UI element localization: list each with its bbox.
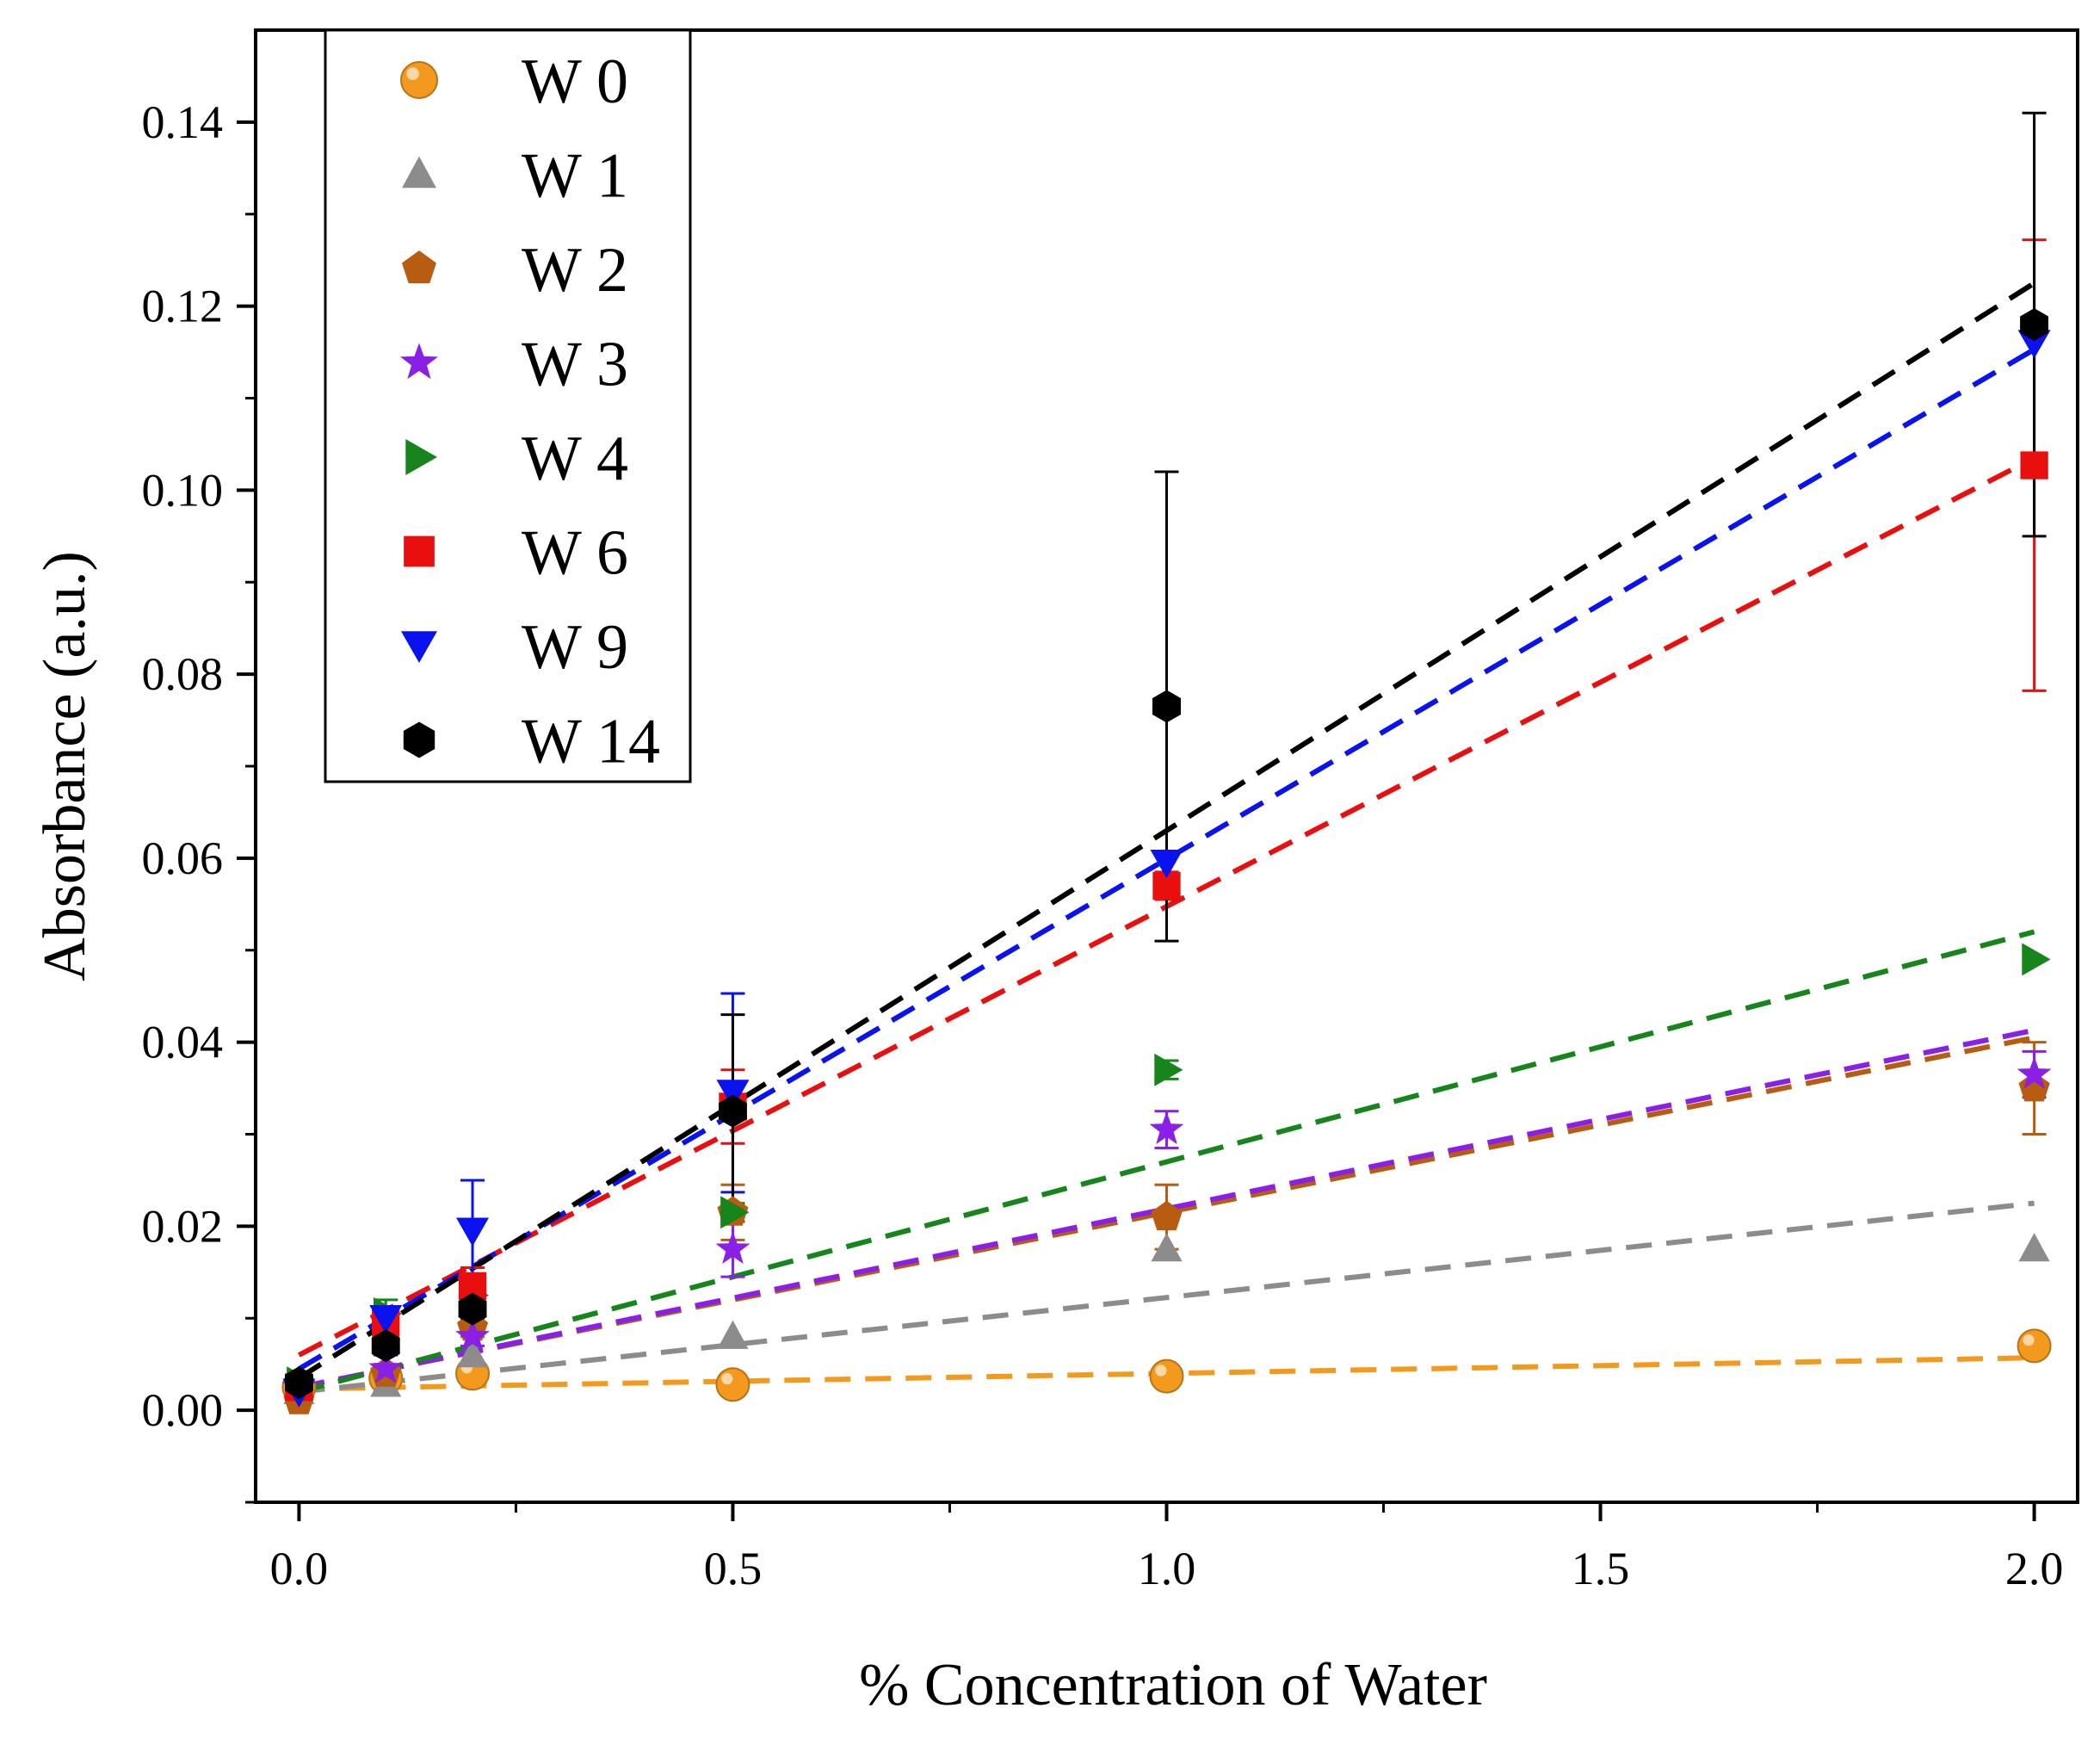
point-w0	[715, 1367, 750, 1402]
fit-line-w9	[297, 347, 2036, 1371]
fit-line-w4	[298, 929, 2035, 1395]
legend-label-w9: W 9	[522, 612, 628, 683]
point-w3	[2017, 1056, 2052, 1089]
y-tick-label: 0.00	[142, 1384, 224, 1436]
fit-line-w3	[298, 1027, 2035, 1390]
point-w3	[1149, 1111, 1184, 1145]
point-w9	[2017, 330, 2051, 359]
point-w9	[456, 1217, 489, 1247]
point-w14	[371, 1329, 400, 1363]
legend-box	[324, 28, 692, 783]
legend-label-w6: W 6	[522, 518, 628, 589]
point-w9	[369, 1305, 403, 1334]
data-points	[281, 308, 2052, 1414]
x-tick-label: 2.0	[2005, 1543, 2064, 1594]
point-w14	[719, 1094, 747, 1128]
ticks: 0.0 0.5 1.0 1.5 2.0 0.00 0.02 0.04 0.06 0.08 0.10 0…	[142, 96, 2064, 1594]
point-w1	[1151, 1233, 1183, 1262]
point-w6	[2020, 451, 2048, 480]
legend-marker-w9	[401, 631, 437, 663]
point-w14	[2020, 308, 2048, 341]
y-tick-label: 0.08	[142, 648, 224, 700]
legend-label-w0: W 0	[522, 46, 628, 117]
point-w3	[368, 1351, 404, 1383]
point-w0	[1149, 1358, 1184, 1394]
x-tick-label: 1.5	[1572, 1543, 1630, 1594]
y-tick-label: 0.02	[142, 1200, 224, 1252]
point-w14	[458, 1292, 487, 1326]
legend: W 0 W 1 W 2 W 3 W 4 W 6 W 9 W 14	[324, 28, 692, 783]
legend-label-w2: W 2	[522, 235, 628, 306]
legend-marker-w14	[403, 721, 435, 758]
y-tick-label: 0.12	[142, 281, 224, 332]
legend-label-w3: W 3	[522, 330, 628, 400]
y-tick-label: 0.04	[142, 1017, 224, 1068]
x-tick-label: 0.5	[704, 1543, 763, 1594]
legend-label-w1: W 1	[522, 141, 628, 212]
legend-label-w14: W 14	[522, 707, 660, 777]
y-axis-title: Absorbance (a.u.)	[32, 551, 98, 981]
point-w4	[720, 1196, 750, 1229]
point-w2	[2018, 1072, 2050, 1102]
point-w3	[455, 1318, 490, 1352]
point-w2	[1151, 1200, 1183, 1231]
point-w14	[1152, 690, 1181, 723]
point-w1	[2018, 1233, 2050, 1262]
point-w1	[717, 1320, 749, 1349]
point-w9	[716, 1080, 750, 1109]
y-tick-label: 0.14	[142, 96, 224, 148]
x-tick-label: 1.0	[1138, 1543, 1196, 1594]
fit-line-w1	[299, 1200, 2035, 1395]
legend-label-w4: W 4	[522, 424, 628, 494]
y-tick-label: 0.06	[142, 832, 224, 884]
legend-marker-w1	[402, 156, 436, 189]
legend-marker-w6	[404, 535, 435, 567]
legend-marker-w4	[405, 439, 437, 475]
legend-marker-w2	[402, 251, 436, 283]
y-tick-label: 0.10	[142, 464, 224, 516]
x-axis-title: % Concentration of Water	[859, 1652, 1487, 1718]
x-tick-label: 0.0	[270, 1543, 329, 1594]
point-w4	[2022, 943, 2051, 976]
point-w3	[715, 1231, 750, 1264]
point-w1	[457, 1339, 489, 1368]
point-w0	[2017, 1328, 2052, 1364]
legend-marker-w0	[400, 61, 438, 99]
point-w4	[1154, 1053, 1183, 1086]
legend-marker-w3	[400, 343, 438, 380]
point-w9	[1150, 850, 1183, 879]
point-w14	[285, 1366, 313, 1400]
